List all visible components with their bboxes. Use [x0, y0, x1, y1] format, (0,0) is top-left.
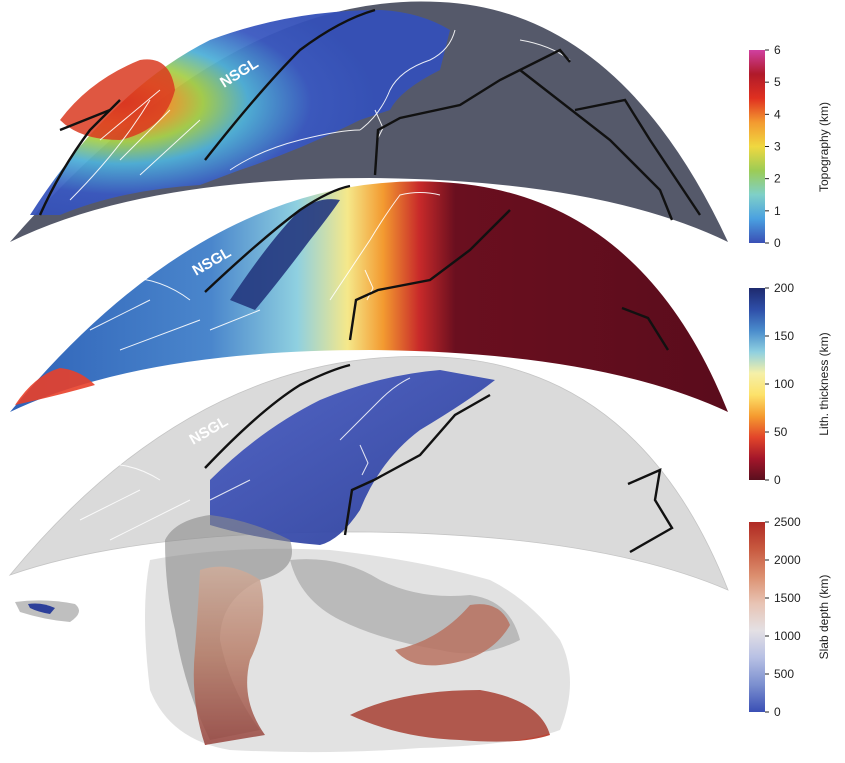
lithosphere-colorbar-ticks: 0 50 100 150 200: [765, 281, 794, 487]
topography-colorbar-ticks: 0 1 2 3 4 5 6: [765, 43, 781, 250]
slab-colorbar-ramp: [749, 522, 765, 712]
lithosphere-plate-boundaries: [204, 184, 670, 351]
slab-colorbar-tick-label: 2500: [774, 515, 801, 529]
slab-isolated-fragment-blue: [28, 603, 55, 614]
lithosphere-colorbar-title: Lith. thickness (km): [817, 332, 831, 435]
slab-deep-fold-3: [395, 604, 510, 666]
slab-deep-fold-1: [193, 566, 265, 745]
lithosphere-colorbar-tick-label: 100: [774, 377, 794, 391]
lithosphere-colorbar-tick-label: 200: [774, 281, 794, 295]
slab-colorbar-ticks: 0 500 1000 1500 2000 2500: [765, 515, 801, 719]
lithosphere-thin-corner: [15, 368, 95, 405]
topography-colorbar-title: Topography (km): [817, 102, 831, 192]
lithosphere-thick-root: [230, 199, 340, 310]
slab-coastlines: [79, 377, 411, 541]
topography-colorbar-tick-label: 3: [774, 140, 781, 154]
slab-colorbar-tick-label: 1000: [774, 629, 801, 643]
topography-colorbar-tick-label: 0: [774, 236, 781, 250]
topography-colorbar-tick-label: 1: [774, 204, 781, 218]
topography-highland: [60, 59, 175, 140]
slab-colorbar: 0 500 1000 1500 2000 2500 Slab depth (km): [749, 515, 831, 719]
lithosphere-colorbar-tick-label: 50: [774, 425, 788, 439]
slab-colorbar-tick-label: 2000: [774, 553, 801, 567]
slab-bottom-pile: [350, 690, 550, 742]
slab-colorbar-tick-label: 500: [774, 667, 794, 681]
slab-panel: NSGL: [8, 356, 729, 753]
topography-colorbar-ramp: [749, 50, 765, 243]
slab-shallow: [210, 370, 495, 545]
slab-colorbar-tick-label: 0: [774, 705, 781, 719]
lithosphere-colorbar-tick-label: 0: [774, 473, 781, 487]
lithosphere-coastlines: [89, 192, 441, 351]
topography-coastlines: [69, 29, 571, 201]
slab-colorbar-tick-label: 1500: [774, 591, 801, 605]
topography-plate-boundaries: [38, 8, 701, 221]
lithosphere-panel: NSGL: [10, 181, 728, 412]
topography-land: [30, 10, 450, 215]
topography-panel: NSGL: [10, 1, 728, 242]
slab-colorbar-title: Slab depth (km): [817, 575, 831, 660]
topography-colorbar-tick-label: 4: [774, 107, 781, 121]
topography-colorbar: 0 1 2 3 4 5 6 Topography (km): [749, 43, 831, 250]
lithosphere-colorbar-tick-label: 150: [774, 329, 794, 343]
topography-colorbar-tick-label: 2: [774, 172, 781, 186]
topography-colorbar-tick-label: 6: [774, 43, 781, 57]
topography-colorbar-tick-label: 5: [774, 75, 781, 89]
lithosphere-colorbar-ramp: [749, 288, 765, 480]
slab-transparent-envelope: [145, 548, 570, 753]
lithosphere-colorbar: 0 50 100 150 200 Lith. thickness (km): [749, 281, 831, 487]
slab-plate-boundaries: [204, 363, 674, 554]
